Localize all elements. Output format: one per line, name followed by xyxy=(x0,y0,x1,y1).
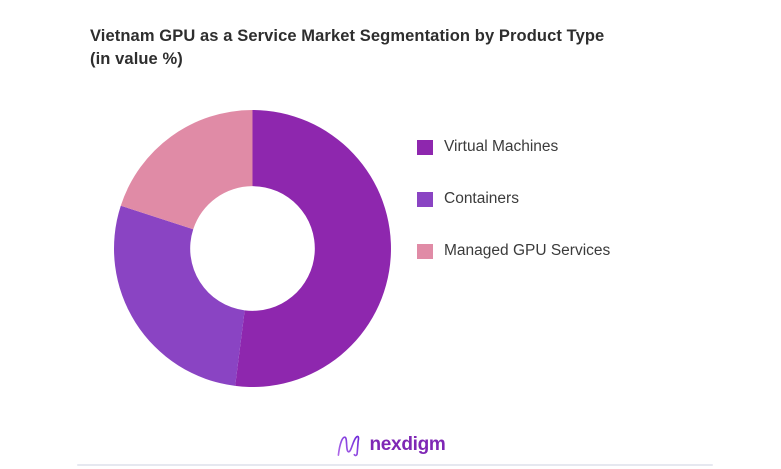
nexdigm-logo-text: nexdigm xyxy=(369,434,446,455)
legend-item-managed-gpu-services: Managed GPU Services xyxy=(417,242,611,259)
legend-item-containers: Containers xyxy=(417,190,610,207)
nexdigm-logo-icon xyxy=(338,435,360,456)
legend-label-virtual-machines: Virtual Machines xyxy=(444,138,559,155)
donut-chart xyxy=(114,110,391,387)
donut-segment-managed-gpu-services xyxy=(120,110,253,230)
donut-chart-area xyxy=(114,110,391,387)
donut-segment-containers xyxy=(114,205,245,386)
nexdigm-logo: nexdigm xyxy=(0,431,781,459)
legend-label-managed-gpu-services: Managed GPU Services xyxy=(444,242,611,259)
legend-swatch-containers xyxy=(417,191,433,207)
chart-title: Vietnam GPU as a Service Market Segmenta… xyxy=(90,25,740,71)
chart-legend: Virtual Machines Containers Managed GPU … xyxy=(417,138,611,259)
chart-title-line1: Vietnam GPU as a Service Market Segmenta… xyxy=(90,27,605,45)
footer-divider xyxy=(77,464,713,466)
legend-swatch-virtual-machines xyxy=(417,139,433,155)
donut-segment-virtual-machines xyxy=(235,110,391,387)
legend-swatch-managed-gpu-services xyxy=(417,243,433,259)
legend-label-containers: Containers xyxy=(444,190,519,207)
legend-item-virtual-machines: Virtual Machines xyxy=(417,138,610,155)
chart-title-line2: (in value %) xyxy=(90,50,183,68)
